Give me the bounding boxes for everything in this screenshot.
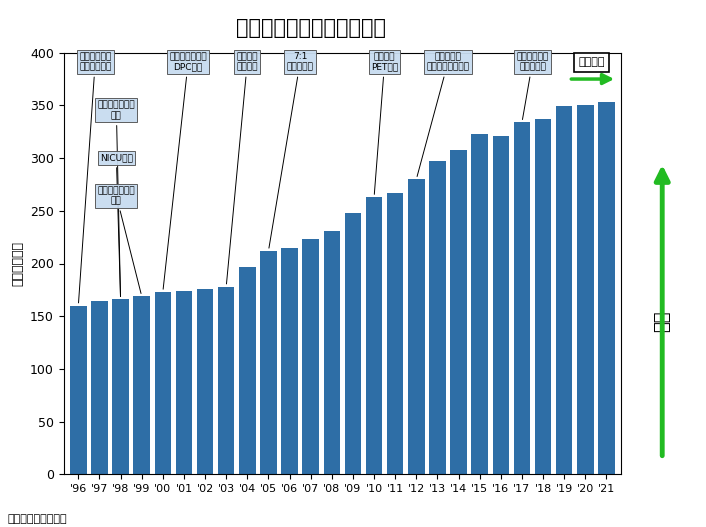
Bar (535, 119, 551, 474)
Bar (133, 296, 150, 474)
Text: 総合周産期
母子医療センター: 総合周産期 母子医療センター (417, 52, 469, 177)
Y-axis label: 売上（億円）: 売上（億円） (11, 241, 25, 286)
Text: 7:1
入院基本料: 7:1 入院基本料 (269, 52, 313, 248)
Text: 脳卒中センター
開設: 脳卒中センター 開設 (97, 101, 135, 297)
Bar (345, 213, 361, 474)
Bar (112, 299, 128, 474)
Text: 売上の推移　（健全経営）: 売上の推移 （健全経営） (236, 18, 385, 38)
Bar (70, 306, 87, 474)
Bar (239, 267, 256, 474)
Bar (282, 248, 298, 474)
Text: NICU開設: NICU開設 (100, 153, 133, 297)
Text: 内視鏡センター
拡充: 内視鏡センター 拡充 (97, 186, 141, 294)
Bar (323, 231, 340, 474)
Bar (261, 251, 277, 474)
Bar (176, 291, 192, 474)
Text: コロナ祸: コロナ祸 (578, 57, 605, 67)
Text: 北棟完成
PET導入: 北棟完成 PET導入 (371, 52, 398, 194)
Bar (598, 102, 615, 474)
Bar (577, 105, 594, 474)
Bar (302, 239, 319, 474)
Text: 地域がん診療
連携拠点病院: 地域がん診療 連携拠点病院 (78, 52, 112, 303)
Bar (450, 150, 467, 474)
Bar (472, 134, 488, 474)
Text: 良い: 良い (653, 310, 671, 331)
Bar (155, 292, 171, 474)
Bar (493, 136, 509, 474)
Bar (514, 122, 530, 474)
Bar (408, 179, 424, 474)
Bar (556, 106, 573, 474)
Text: （提供：飯塚病院）: （提供：飯塚病院） (7, 514, 66, 524)
Bar (429, 161, 445, 474)
Bar (387, 193, 403, 474)
Bar (91, 301, 108, 474)
Text: ハイブリッド
手術室稼働: ハイブリッド 手術室稼働 (516, 52, 549, 120)
Bar (218, 287, 234, 474)
Text: ハイケア棟完成
DPC病院: ハイケア棟完成 DPC病院 (163, 52, 207, 289)
Text: 地域医療
支援病院: 地域医療 支援病院 (227, 52, 258, 284)
Bar (366, 197, 383, 474)
Bar (197, 289, 213, 474)
